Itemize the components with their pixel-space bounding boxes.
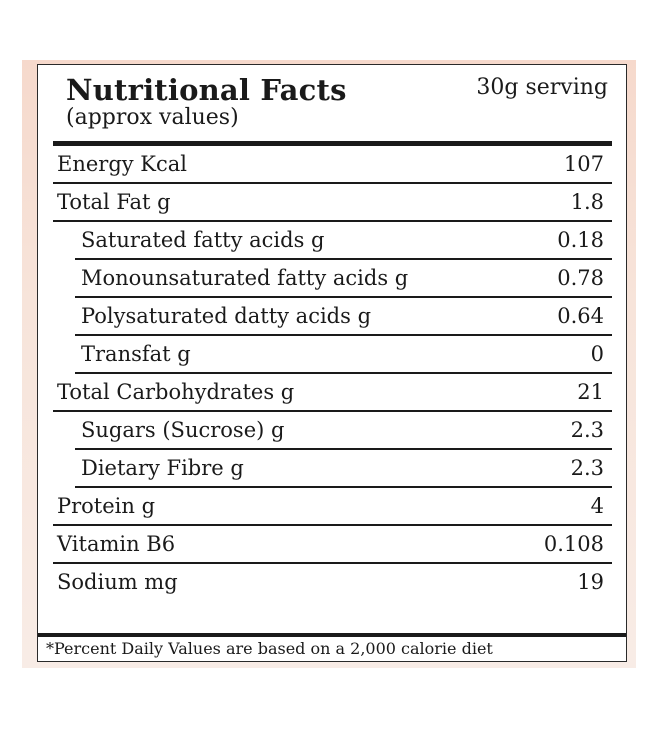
nutrient-name: Total Fat g [57, 190, 171, 214]
nutrition-facts-panel: Nutritional Facts 30g serving (approx va… [37, 64, 627, 662]
nutrient-name: Transfat g [81, 342, 191, 366]
nutrient-name: Sodium mg [57, 570, 178, 594]
nutrient-value: 0.64 [557, 304, 604, 328]
footer-divider [38, 633, 626, 637]
nutrient-name: Energy Kcal [57, 152, 187, 176]
nutrient-value: 0 [590, 342, 604, 366]
nutrient-value: 0.78 [557, 266, 604, 290]
nutrient-name: Protein g [57, 494, 156, 518]
nutrient-name: Vitamin B6 [57, 532, 176, 556]
nutrient-value: 0.108 [543, 532, 604, 556]
nutrient-value: 107 [563, 152, 604, 176]
nutrient-row: Total Carbohydrates g 21 [53, 374, 612, 412]
nutrient-row: Total Fat g 1.8 [53, 184, 612, 222]
nutrient-row: Sodium mg 19 [53, 564, 612, 602]
nutrient-value: 21 [577, 380, 604, 404]
nutrient-row: Energy Kcal 107 [53, 146, 612, 184]
nutrient-name: Monounsaturated fatty acids g [81, 266, 409, 290]
nutrient-row: Monounsaturated fatty acids g 0.78 [75, 260, 612, 298]
panel-title: Nutritional Facts [66, 73, 347, 107]
nutrient-name: Sugars (Sucrose) g [81, 418, 285, 442]
nutrient-name: Total Carbohydrates g [57, 380, 295, 404]
nutrient-value: 1.8 [570, 190, 604, 214]
nutrient-name: Polysaturated datty acids g [81, 304, 372, 328]
nutrient-row: Protein g 4 [53, 488, 612, 526]
nutrient-row: Saturated fatty acids g 0.18 [75, 222, 612, 260]
nutrient-value: 19 [577, 570, 604, 594]
nutrient-row: Dietary Fibre g 2.3 [75, 450, 612, 488]
nutrient-table: Energy Kcal 107 Total Fat g 1.8 Saturated fa… [53, 146, 612, 602]
nutrient-name: Dietary Fibre g [81, 456, 244, 480]
nutrient-row: Transfat g 0 [75, 336, 612, 374]
nutrient-value: 2.3 [570, 418, 604, 442]
header-divider [53, 141, 612, 146]
nutrient-value: 0.18 [557, 228, 604, 252]
nutrient-row: Sugars (Sucrose) g 2.3 [75, 412, 612, 450]
nutrient-name: Saturated fatty acids g [81, 228, 325, 252]
footnote: *Percent Daily Values are based on a 2,0… [46, 639, 493, 658]
serving-size: 30g serving [476, 75, 608, 100]
nutrient-value: 2.3 [570, 456, 604, 480]
nutrient-row: Polysaturated datty acids g 0.64 [75, 298, 612, 336]
nutrient-value: 4 [590, 494, 604, 518]
panel-subtitle: (approx values) [66, 105, 239, 130]
nutrient-row: Vitamin B6 0.108 [53, 526, 612, 564]
